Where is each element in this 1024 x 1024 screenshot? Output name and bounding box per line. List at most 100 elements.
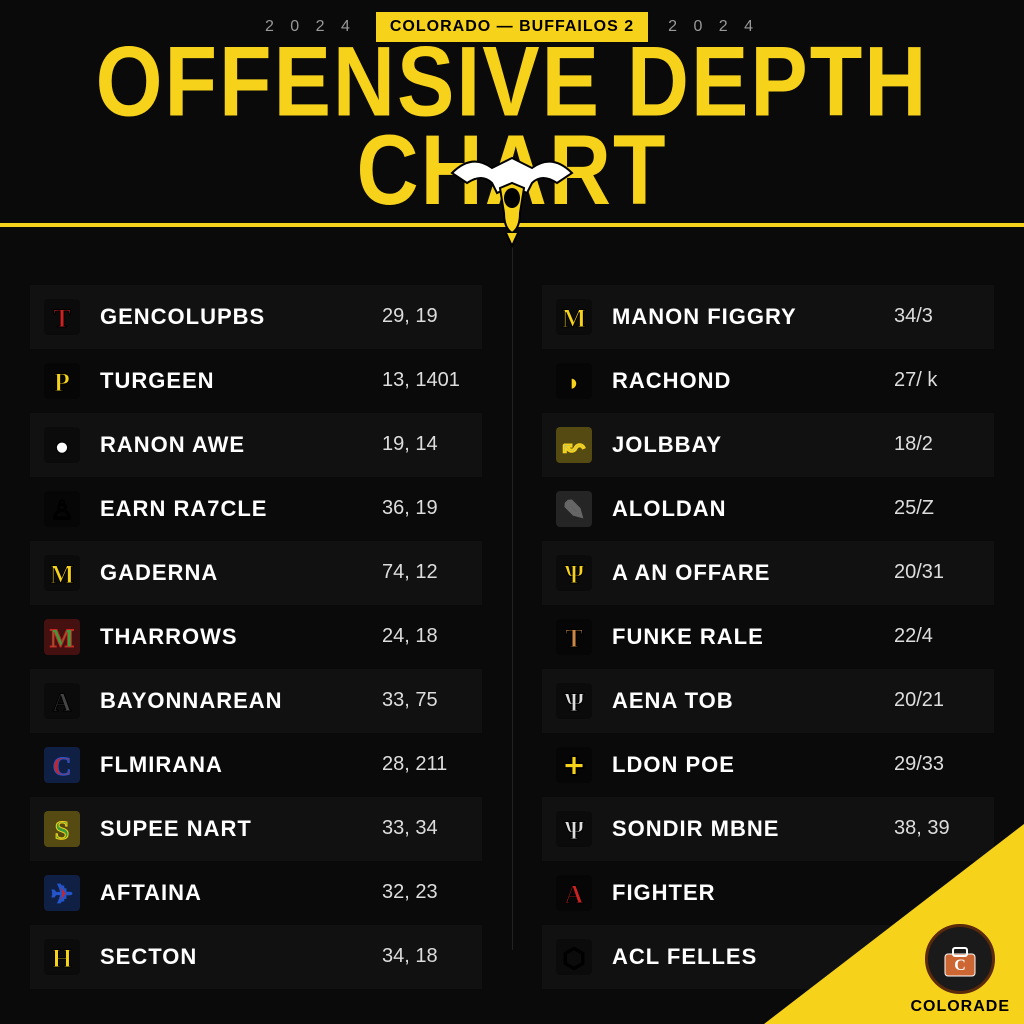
player-numbers: 34, 18 — [382, 945, 472, 968]
svg-text:M: M — [562, 304, 587, 333]
team-logo-icon: A — [40, 679, 84, 723]
team-logo-icon: ↜ — [552, 423, 596, 467]
svg-text:A: A — [53, 688, 72, 717]
player-numbers: 18/2 — [894, 433, 984, 456]
player-numbers: 33, 75 — [382, 689, 472, 712]
player-name: A AN OFFARE — [612, 560, 894, 586]
player-row: ✚ LDON POE29/33 — [542, 733, 994, 797]
player-row: C FLMIRANA28, 211 — [30, 733, 482, 797]
svg-text:T: T — [53, 304, 70, 333]
player-name: GADERNA — [100, 560, 382, 586]
svg-text:Ѱ: Ѱ — [564, 816, 585, 845]
team-logo-icon: ✚ — [552, 743, 596, 787]
player-name: BAYONNAREAN — [100, 688, 382, 714]
player-numbers: 22/4 — [894, 625, 984, 648]
player-numbers: 34/3 — [894, 305, 984, 328]
player-name: SUPEE NART — [100, 816, 382, 842]
svg-text:P: P — [54, 368, 70, 397]
player-row: ♙ EARN RA7CLE36, 19 — [30, 477, 482, 541]
svg-text:C: C — [954, 957, 966, 974]
player-row: T FUNKE RALE22/4 — [542, 605, 994, 669]
player-numbers: 28, 211 — [382, 753, 472, 776]
team-logo-icon: P — [40, 359, 84, 403]
center-divider — [512, 230, 513, 950]
corner-content: C COLORADE — [910, 924, 1010, 1016]
player-row: ✈ AFTAINA32, 23 — [30, 861, 482, 925]
player-row: ↜ JOLBBAY18/2 — [542, 413, 994, 477]
svg-text:M: M — [50, 560, 75, 589]
svg-text:S: S — [55, 816, 69, 845]
player-row: T GENCOLUPBS29, 19 — [30, 285, 482, 349]
svg-text:↜: ↜ — [563, 432, 586, 461]
svg-text:H: H — [52, 944, 72, 973]
player-row: Ѱ AENA TOB20/21 — [542, 669, 994, 733]
svg-text:✈: ✈ — [51, 880, 73, 909]
player-row: ◗ RACHOND27/ k — [542, 349, 994, 413]
player-numbers: 20/31 — [894, 561, 984, 584]
team-logo-icon: T — [552, 615, 596, 659]
player-row: M MANON FIGGRY34/3 — [542, 285, 994, 349]
player-name: AENA TOB — [612, 688, 894, 714]
svg-text:A: A — [565, 880, 584, 909]
player-row: ✎ ALOLDAN25/Z — [542, 477, 994, 541]
player-name: THARROWS — [100, 624, 382, 650]
player-numbers: 29/33 — [894, 753, 984, 776]
player-numbers: 74, 12 — [382, 561, 472, 584]
player-name: GENCOLUPBS — [100, 304, 382, 330]
team-logo-icon: ● — [40, 423, 84, 467]
player-row: S SUPEE NART33, 34 — [30, 797, 482, 861]
player-name: SECTON — [100, 944, 382, 970]
corner-logo-icon: C — [925, 924, 995, 994]
player-numbers: 32, 23 — [382, 881, 472, 904]
player-numbers: 33, 34 — [382, 817, 472, 840]
player-name: TURGEEN — [100, 368, 382, 394]
player-name: AFTAINA — [100, 880, 382, 906]
team-logo-icon: A — [552, 871, 596, 915]
player-numbers: 29, 19 — [382, 305, 472, 328]
player-name: FUNKE RALE — [612, 624, 894, 650]
svg-text:✚: ✚ — [563, 752, 585, 781]
player-name: FLMIRANA — [100, 752, 382, 778]
team-logo-icon: C — [40, 743, 84, 787]
player-name: ALOLDAN — [612, 496, 894, 522]
player-row: A BAYONNAREAN33, 75 — [30, 669, 482, 733]
svg-text:♙: ♙ — [50, 496, 73, 525]
team-logo-icon: S — [40, 807, 84, 851]
player-numbers: 19, 14 — [382, 433, 472, 456]
player-numbers: 27/ k — [894, 369, 984, 392]
player-row: H SECTON34, 18 — [30, 925, 482, 989]
player-numbers: 20/21 — [894, 689, 984, 712]
mascot-logo — [442, 138, 582, 258]
svg-text:M: M — [50, 624, 75, 653]
team-logo-icon: ✎ — [552, 487, 596, 531]
player-name: LDON POE — [612, 752, 894, 778]
player-row: P TURGEEN13, 1401 — [30, 349, 482, 413]
player-row: M GADERNA74, 12 — [30, 541, 482, 605]
player-name: JOLBBAY — [612, 432, 894, 458]
player-row: M THARROWS24, 18 — [30, 605, 482, 669]
team-logo-icon: T — [40, 295, 84, 339]
team-logo-icon: ⬡ — [552, 935, 596, 979]
player-name: EARN RA7CLE — [100, 496, 382, 522]
team-logo-icon: M — [552, 295, 596, 339]
player-numbers: 36, 19 — [382, 497, 472, 520]
team-logo-icon: M — [40, 615, 84, 659]
team-logo-icon: Ѱ — [552, 807, 596, 851]
player-numbers: 24, 18 — [382, 625, 472, 648]
svg-text:●: ● — [54, 432, 70, 461]
team-logo-icon: Ѱ — [552, 551, 596, 595]
svg-text:Ѱ: Ѱ — [564, 560, 585, 589]
svg-text:C: C — [53, 752, 72, 781]
corner-label: COLORADE — [910, 998, 1010, 1016]
left-column: T GENCOLUPBS29, 19 P TURGEEN13, 1401 ● R… — [30, 285, 512, 989]
team-logo-icon: ♙ — [40, 487, 84, 531]
team-logo-icon: Ѱ — [552, 679, 596, 723]
player-numbers: 25/Z — [894, 497, 984, 520]
svg-text:Ѱ: Ѱ — [564, 688, 585, 717]
player-row: ● RANON AWE19, 14 — [30, 413, 482, 477]
svg-text:⬡: ⬡ — [563, 944, 586, 973]
team-logo-icon: M — [40, 551, 84, 595]
svg-text:✎: ✎ — [563, 496, 585, 525]
team-logo-icon: ◗ — [552, 359, 596, 403]
player-name: RACHOND — [612, 368, 894, 394]
